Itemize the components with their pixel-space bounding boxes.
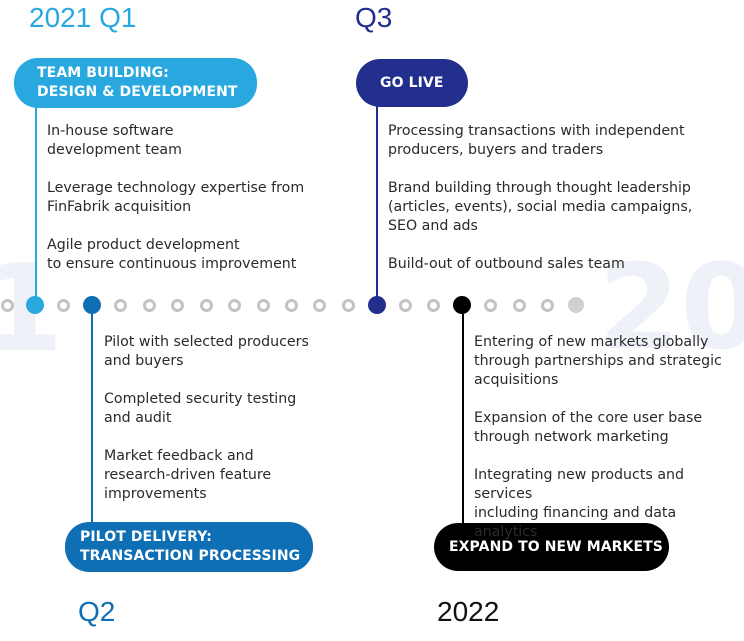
- list-item: Completed security testing and audit: [104, 391, 297, 426]
- timeline-dot: [285, 298, 298, 312]
- milestone-pill-pilot-delivery: PILOT DELIVERY: TRANSACTION PROCESSING: [65, 522, 313, 572]
- timeline-dot: [453, 296, 472, 314]
- pill-line: TEAM BUILDING:: [37, 65, 169, 81]
- milestone-pill-team-building: TEAM BUILDING: DESIGN & DEVELOPMENT: [14, 58, 257, 108]
- list-item: Brand building through thought leadershi…: [388, 180, 693, 234]
- timeline-dot: [171, 298, 185, 312]
- timeline-dot: [484, 298, 498, 312]
- period-label-2021-q1: 2021 Q1: [29, 2, 137, 33]
- timeline-dot: [568, 297, 584, 313]
- milestone-items-q2: Pilot with selected producers and buyers…: [104, 333, 309, 523]
- timeline-dot: [83, 296, 102, 314]
- timeline-dot: [313, 298, 327, 312]
- timeline-dot: [367, 296, 386, 314]
- timeline-dot: [0, 298, 14, 312]
- connector-line-q1: [35, 104, 37, 304]
- milestone-items-2022: Entering of new markets globally through…: [474, 333, 744, 561]
- timeline-dot: [228, 298, 242, 312]
- milestone-items-q1: In-house software development team Lever…: [47, 122, 304, 293]
- list-item: Entering of new markets globally through…: [474, 334, 722, 388]
- pill-line: DESIGN & DEVELOPMENT: [37, 84, 238, 100]
- pill-line: EXPAND TO NEW MARKETS: [449, 538, 663, 555]
- list-item: Expansion of the core user base through …: [474, 410, 703, 445]
- milestone-pill-expand: EXPAND TO NEW MARKETS: [434, 523, 669, 571]
- milestone-pill-go-live: GO LIVE: [356, 59, 468, 107]
- timeline-dot: [256, 298, 270, 312]
- timeline-dot: [57, 298, 71, 312]
- timeline-dot: [398, 298, 412, 312]
- pill-line: PILOT DELIVERY:: [80, 529, 212, 545]
- pill-line: TRANSACTION PROCESSING: [80, 548, 301, 564]
- connector-line-q2: [91, 305, 93, 525]
- watermark-right: 20: [598, 238, 744, 376]
- connector-line-q3: [376, 104, 378, 304]
- timeline-dot: [199, 298, 213, 312]
- period-label-q3: Q3: [355, 2, 393, 33]
- list-item: Build-out of outbound sales team: [388, 256, 625, 272]
- timeline-dot: [26, 296, 45, 314]
- list-item: Processing transactions with independent…: [388, 123, 685, 158]
- timeline-dot: [142, 298, 156, 312]
- pill-line: GO LIVE: [380, 74, 444, 91]
- timeline-dot: [512, 298, 526, 312]
- timeline-dot: [341, 298, 355, 312]
- timeline-dot: [427, 298, 441, 312]
- list-item: Agile product development to ensure cont…: [47, 237, 297, 272]
- milestone-items-q3: Processing transactions with independent…: [388, 122, 692, 293]
- list-item: Integrating new products and services in…: [474, 467, 685, 540]
- timeline-dot-row: [0, 290, 744, 320]
- timeline-dot: [541, 298, 555, 312]
- list-item: Market feedback and research-driven feat…: [104, 448, 272, 502]
- list-item: In-house software development team: [47, 123, 182, 158]
- connector-line-2022: [462, 305, 464, 525]
- period-label-q2: Q2: [78, 596, 116, 627]
- list-item: Leverage technology expertise from FinFa…: [47, 180, 305, 215]
- timeline-dot: [114, 298, 128, 312]
- list-item: Pilot with selected producers and buyers: [104, 334, 309, 369]
- period-label-2022: 2022: [437, 596, 500, 627]
